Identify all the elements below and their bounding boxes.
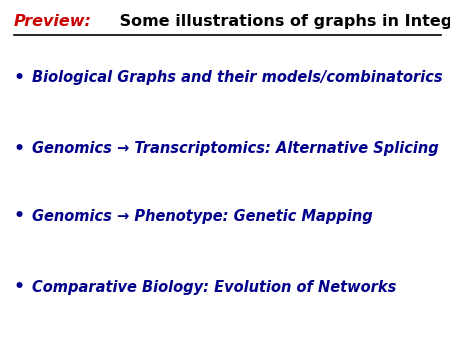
Text: •: • <box>14 278 25 296</box>
Text: Biological Graphs and their models/combinatorics: Biological Graphs and their models/combi… <box>32 70 442 85</box>
Text: Genomics → Phenotype: Genetic Mapping: Genomics → Phenotype: Genetic Mapping <box>32 209 372 224</box>
Text: Preview:: Preview: <box>14 14 91 28</box>
Text: Genomics → Transcriptomics: Alternative Splicing: Genomics → Transcriptomics: Alternative … <box>32 141 438 156</box>
Text: •: • <box>14 69 25 87</box>
Text: •: • <box>14 207 25 225</box>
Text: Comparative Biology: Evolution of Networks: Comparative Biology: Evolution of Networ… <box>32 280 396 295</box>
Text: •: • <box>14 140 25 158</box>
Text: Some illustrations of graphs in Integrative Genomics: Some illustrations of graphs in Integrat… <box>114 14 450 28</box>
